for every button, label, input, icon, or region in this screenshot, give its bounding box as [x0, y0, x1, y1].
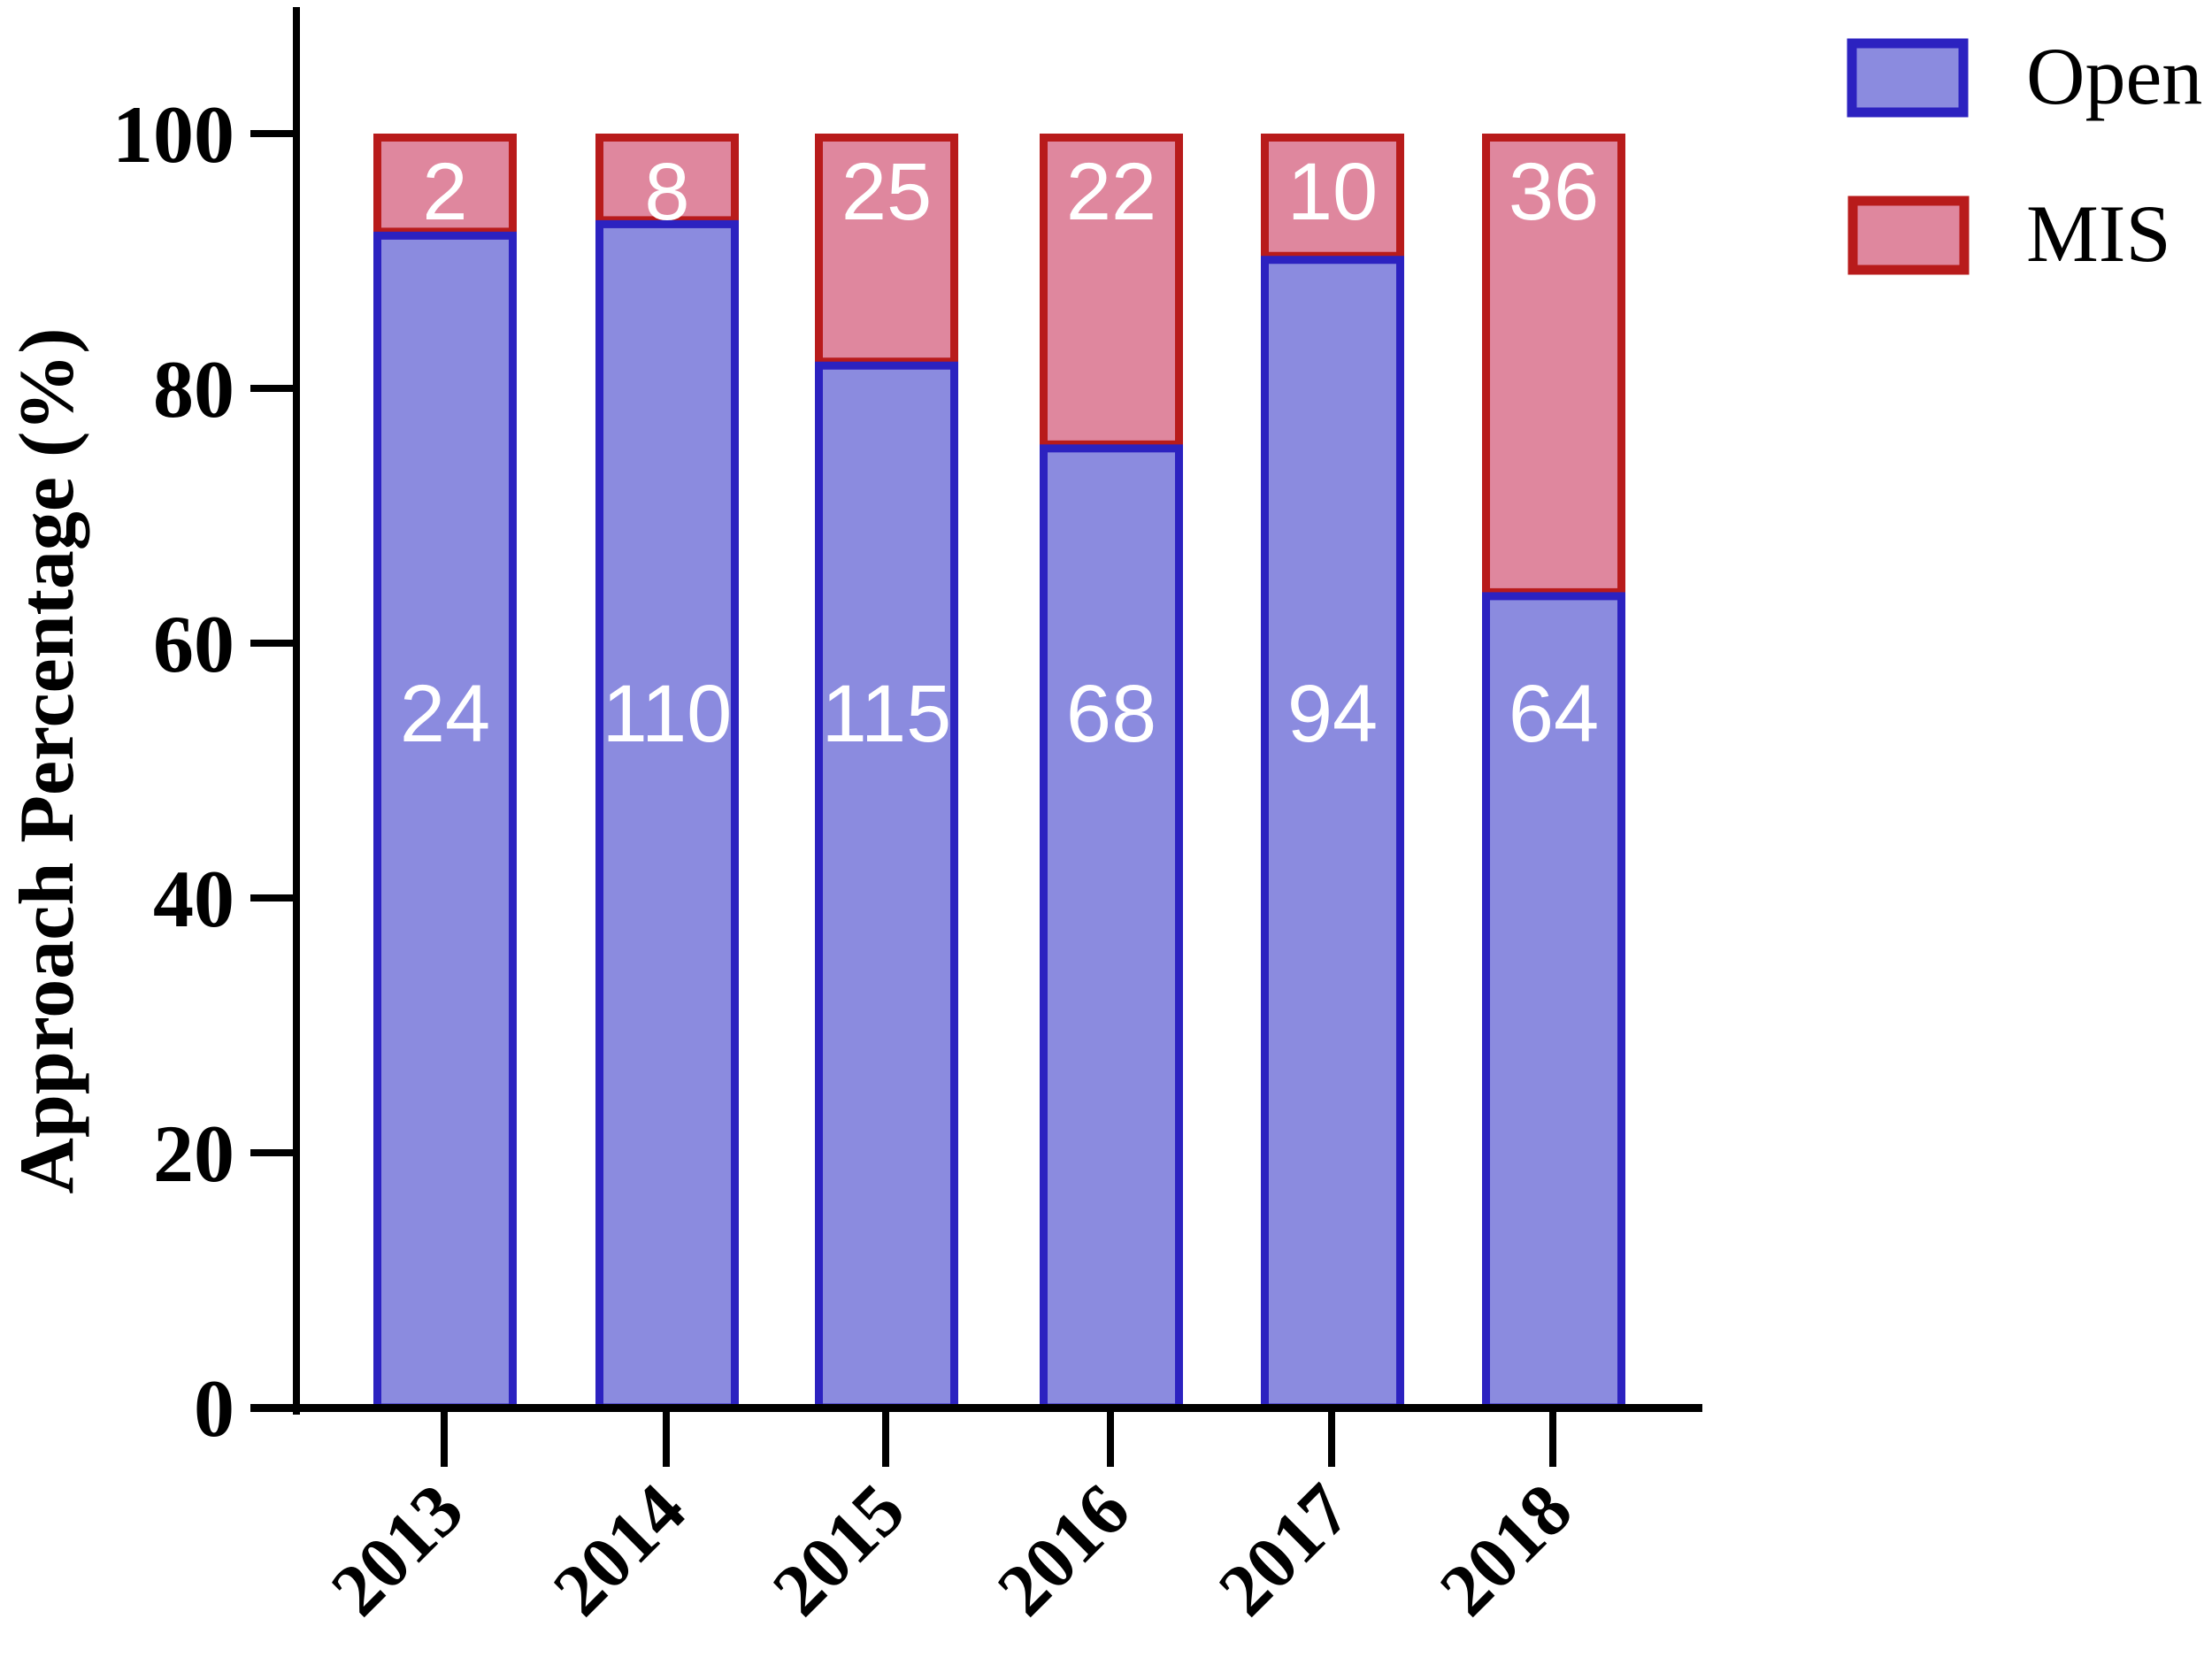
x-tick-label: 2014 [538, 1469, 702, 1632]
bar-value-open: 115 [822, 669, 952, 759]
y-tick-label: 80 [153, 344, 234, 434]
y-axis-title: Approach Percentage (%) [4, 327, 90, 1193]
x-tick-mark [1549, 1410, 1556, 1467]
legend-label-mis: MIS [2026, 188, 2171, 279]
bar-value-open: 24 [400, 669, 490, 759]
bar-group-2018: 36 64 [1482, 134, 1625, 1412]
bar-value-mis: 36 [1509, 147, 1599, 237]
y-tick-mark [250, 1149, 296, 1156]
x-tick-label: 2015 [757, 1469, 921, 1632]
x-tick-label: 2018 [1425, 1469, 1588, 1632]
bar-segment-open [1040, 444, 1183, 1412]
bar-value-mis: 25 [841, 147, 932, 237]
bar-group-2016: 22 68 [1040, 134, 1183, 1412]
bar-segment-mis [1482, 134, 1625, 596]
y-tick-label: 100 [112, 89, 234, 180]
legend-swatch-mis [1847, 196, 1970, 275]
y-axis-line [293, 7, 300, 1415]
legend-label-open: Open [2026, 31, 2202, 121]
x-tick-mark [882, 1410, 889, 1467]
x-tick-mark [1328, 1410, 1335, 1467]
x-tick-mark [663, 1410, 670, 1467]
y-tick-label: 60 [153, 599, 234, 689]
bar-value-mis: 10 [1287, 147, 1378, 237]
axes-group [250, 7, 1702, 1415]
bar-group-2014: 8 110 [595, 134, 739, 1412]
bar-segment-open [373, 231, 517, 1412]
y-ticks-group: 0 20 40 60 80 100 [112, 89, 296, 1454]
y-tick-label: 0 [194, 1363, 234, 1454]
bar-value-open: 64 [1509, 669, 1599, 759]
y-tick-label: 20 [153, 1109, 234, 1199]
bar-value-mis: 2 [422, 147, 467, 237]
x-tick-mark [1107, 1410, 1114, 1467]
x-tick-mark [441, 1410, 448, 1467]
y-tick-label: 40 [153, 854, 234, 944]
bar-segment-open [595, 219, 739, 1412]
bar-segment-open [815, 361, 958, 1412]
x-axis-line [250, 1404, 1702, 1412]
x-tick-label: 2016 [982, 1469, 1146, 1632]
y-tick-mark [250, 130, 296, 137]
legend-item-mis: MIS [1847, 188, 2171, 279]
bars-group: 2 24 8 110 25 115 22 68 10 94 36 64 [373, 134, 1625, 1412]
bar-group-2015: 25 115 [815, 134, 958, 1412]
x-tick-label: 2017 [1203, 1469, 1367, 1632]
x-ticks-group: 2013 2014 2015 2016 2017 2018 [316, 1410, 1588, 1632]
bar-value-mis: 22 [1066, 147, 1156, 237]
y-tick-mark [250, 640, 296, 647]
y-tick-mark [250, 385, 296, 392]
bar-value-open: 110 [603, 669, 733, 759]
bar-group-2017: 10 94 [1261, 134, 1404, 1412]
legend-swatch-open [1847, 38, 1969, 118]
bar-value-mis: 8 [644, 147, 689, 237]
y-tick-mark [250, 1404, 296, 1411]
bar-segment-open [1261, 256, 1404, 1412]
legend: Open MIS [1847, 31, 2202, 279]
bar-value-open: 94 [1287, 669, 1378, 759]
legend-item-open: Open [1847, 31, 2202, 121]
y-tick-mark [250, 894, 296, 902]
bar-value-open: 68 [1066, 669, 1156, 759]
bar-segment-mis [1040, 134, 1183, 449]
x-tick-label: 2013 [316, 1469, 480, 1632]
bar-group-2013: 2 24 [373, 134, 517, 1412]
